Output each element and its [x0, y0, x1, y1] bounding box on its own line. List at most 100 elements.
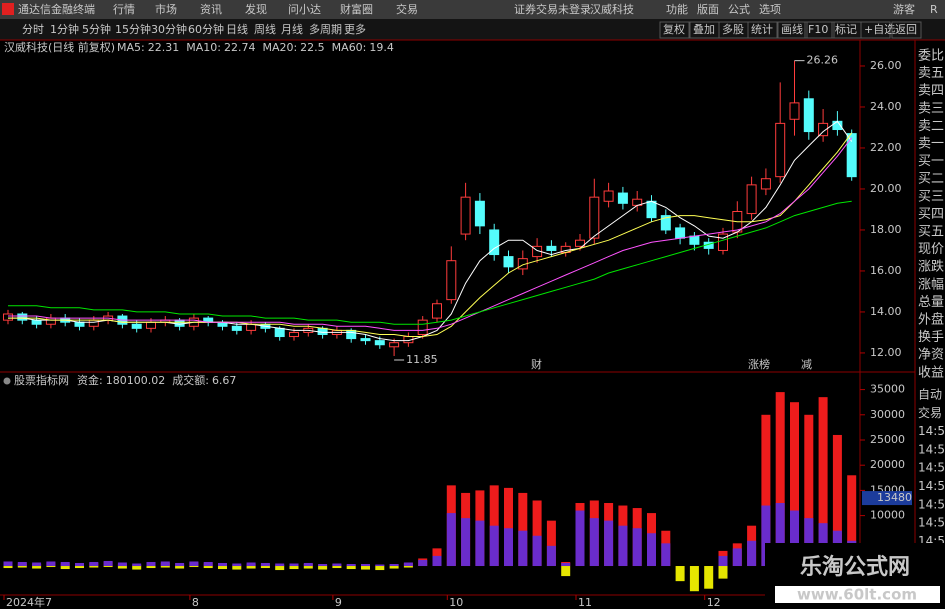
y-tick-label: 30000 [870, 408, 905, 421]
quote-label: 外盘 [918, 312, 944, 328]
y-tick-label: 22.00 [870, 141, 902, 154]
quote-label: 买二 [918, 172, 944, 187]
indicator-bar [46, 561, 56, 567]
indicator-bar [32, 562, 42, 567]
indicator-bar [318, 566, 328, 570]
legend-label: MA60: [332, 41, 367, 54]
toolbar-button[interactable]: +自选 [864, 23, 895, 36]
menu-item[interactable]: 选项 [759, 3, 781, 16]
candle-body [789, 102, 800, 120]
menu-item[interactable]: 交易 [396, 2, 418, 16]
indicator-bar [17, 561, 27, 567]
period-tab[interactable]: 1分钟 [50, 22, 79, 36]
candle-body [417, 319, 428, 335]
period-tab[interactable]: 月线 [281, 22, 303, 36]
quote-label: 买一 [918, 154, 944, 169]
indicator-bar [332, 563, 342, 567]
indicator-bar [504, 528, 513, 567]
app-logo [2, 3, 14, 15]
menu-item[interactable]: 发现 [245, 2, 267, 16]
indicator-bar [775, 503, 785, 567]
menu-item[interactable]: 公式 [728, 3, 750, 16]
button-frame [804, 21, 835, 39]
indicator-bar [718, 555, 728, 567]
button-frame [777, 21, 808, 39]
indicator-bar [303, 566, 313, 569]
indicator-bar [518, 492, 528, 567]
title-icon [3, 377, 11, 385]
menu-item[interactable]: 行情 [113, 3, 135, 16]
toolbar-button[interactable]: 画线 [781, 22, 803, 36]
candle-body [575, 239, 585, 247]
candle-body [45, 317, 56, 325]
period-tab[interactable]: 15分钟 [115, 22, 151, 36]
x-tick-label: 11 [578, 596, 592, 609]
indicator-bar [818, 397, 828, 567]
indicator-bar [318, 564, 328, 567]
menu-item[interactable]: 问小达 [288, 3, 321, 16]
event-label: 涨榜 [748, 357, 770, 371]
indicator-bar [75, 562, 84, 567]
menu-item[interactable]: 功能 [666, 2, 688, 16]
quote-label: 涨幅 [918, 277, 944, 292]
y-tick-label: 14.00 [870, 305, 902, 318]
indicator-bar [775, 392, 785, 567]
toolbar-button[interactable]: 标记 [835, 22, 857, 36]
indicator-bar [661, 543, 671, 567]
indicator-bar [89, 561, 99, 567]
indicator-bar [60, 566, 70, 570]
indicator-bar [618, 525, 628, 567]
period-tab[interactable]: 多周期 [309, 22, 342, 36]
indicator-bar [403, 562, 413, 567]
stock-name: 汉威科技 [590, 2, 634, 16]
indicator-bar [3, 566, 13, 569]
period-tab[interactable]: 60分钟 [188, 22, 224, 36]
indicator-bar [546, 520, 556, 567]
toolbar-button[interactable]: 复权 [663, 22, 685, 36]
candle-body [603, 190, 614, 202]
candle-body [131, 323, 142, 329]
candle-body [31, 319, 42, 325]
menu-item[interactable]: 版面 [697, 2, 719, 16]
toolbar-button[interactable]: 返回 [895, 23, 917, 36]
candle-body [74, 321, 85, 327]
candle-body [818, 122, 829, 137]
indicator-bar [189, 566, 199, 568]
button-frame [860, 21, 891, 39]
quote-label: 买三 [918, 189, 944, 204]
toolbar-button[interactable]: F10 [808, 23, 828, 36]
indicator-bar [289, 566, 299, 570]
candle-body [589, 196, 600, 239]
menu-item[interactable]: 资讯 [200, 3, 222, 16]
period-tab[interactable]: 周线 [254, 22, 276, 36]
period-tab[interactable]: 30分钟 [151, 22, 187, 36]
indicator-bar [761, 505, 771, 567]
toolbar-button[interactable]: 多股 [722, 22, 744, 36]
menu-item[interactable]: 市场 [155, 2, 177, 16]
legend-value: 180100.02 [106, 374, 166, 387]
indicator-bar [389, 566, 399, 569]
period-tab[interactable]: 更多 [344, 22, 366, 36]
quote-label: 总量 [918, 295, 944, 310]
period-tab[interactable]: 5分钟 [82, 22, 111, 36]
toolbar [0, 19, 945, 40]
indicator-bar [17, 566, 27, 568]
button-frame [747, 21, 778, 39]
indicator-bar [847, 475, 857, 567]
period-tab[interactable]: 日线 [226, 22, 248, 36]
candle-body [3, 313, 13, 321]
current-value: 13480 [877, 491, 912, 504]
badge: R [930, 3, 938, 16]
indicator-bar [218, 562, 227, 567]
indicator-bar [747, 540, 757, 567]
menu-item[interactable]: 财富圈 [340, 2, 373, 16]
indicator-bar [117, 566, 127, 569]
period-tab[interactable]: 分时 [22, 23, 44, 36]
indicator-bar [561, 562, 571, 567]
toolbar-button[interactable]: 统计 [751, 23, 773, 36]
legend-value: 6.67 [212, 374, 237, 387]
toolbar-button[interactable]: 叠加 [693, 23, 715, 36]
trade-label: 14:56 [918, 479, 945, 493]
ma-line [8, 200, 852, 325]
chart-title: 汉威科技(日线 前复权) [4, 40, 115, 54]
